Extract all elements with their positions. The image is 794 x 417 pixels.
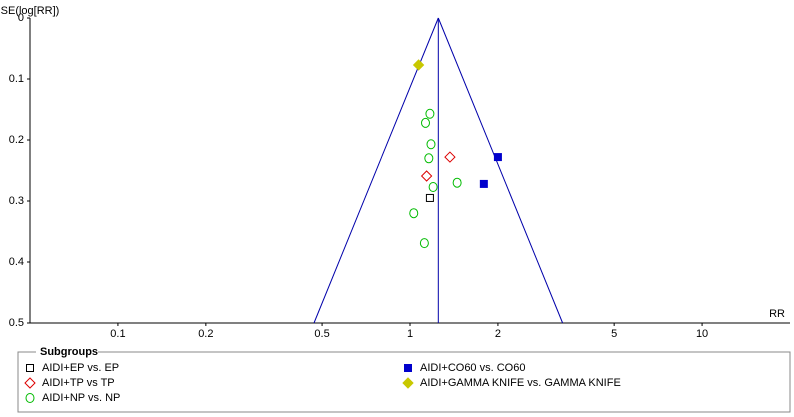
y-tick-label: 0.5	[9, 317, 24, 329]
legend-title-bg	[36, 346, 98, 358]
marker	[425, 108, 435, 119]
x-tick-label: 10	[696, 328, 708, 340]
marker	[419, 238, 429, 249]
y-tick-label: 0	[18, 12, 24, 24]
funnel-right	[437, 17, 564, 324]
marker	[426, 139, 436, 150]
marker	[424, 153, 434, 164]
legend-marker	[26, 364, 34, 372]
marker	[479, 179, 488, 188]
y-tick-label: 0.3	[9, 195, 24, 207]
legend-marker	[25, 393, 35, 403]
legend-title: Subgroups	[40, 346, 98, 358]
y-tick-label: 0.2	[9, 134, 24, 146]
y-tick-label: 0.4	[9, 256, 24, 268]
marker	[409, 208, 419, 219]
legend-label: AIDI+GAMMA KNIFE vs. GAMMA KNIFE	[420, 377, 621, 389]
marker	[425, 193, 434, 202]
marker	[421, 117, 431, 128]
y-axis-label: SE(log[RR])	[1, 5, 60, 17]
legend-marker	[404, 364, 412, 372]
x-tick-label: 0.5	[314, 328, 329, 340]
legend-box	[17, 351, 791, 413]
legend-label: AIDI+EP vs. EP	[42, 362, 119, 374]
x-tick-label: 0.1	[110, 328, 125, 340]
x-tick-label: 2	[495, 328, 501, 340]
marker	[493, 153, 502, 162]
x-tick-label: 5	[611, 328, 617, 340]
x-axis-label: RR	[769, 308, 785, 320]
legend-marker	[402, 377, 414, 389]
marker	[428, 181, 438, 192]
x-tick-label: 1	[407, 328, 413, 340]
legend-label: AIDI+NP vs. NP	[42, 392, 120, 404]
marker	[412, 59, 425, 71]
legend-label: AIDI+CO60 vs. CO60	[420, 362, 525, 374]
marker	[420, 170, 433, 182]
x-tick-label: 0.2	[198, 328, 213, 340]
marker	[452, 177, 462, 188]
y-tick-label: 0.1	[9, 73, 24, 85]
legend-label: AIDI+TP vs TP	[42, 377, 115, 389]
marker	[444, 151, 456, 163]
legend-marker	[24, 377, 36, 389]
